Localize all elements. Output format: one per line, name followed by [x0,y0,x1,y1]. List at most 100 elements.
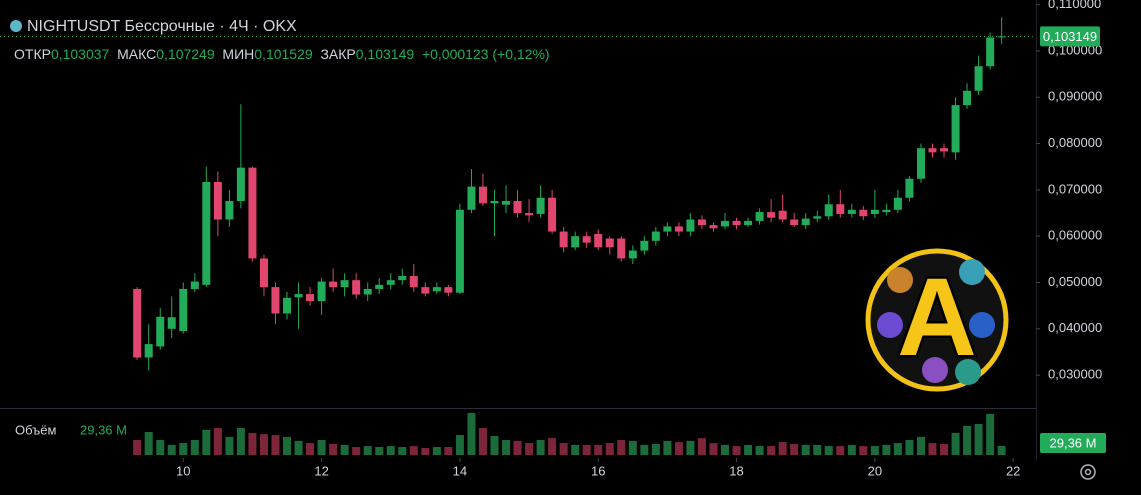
candle-body [248,167,257,259]
candle-body [548,197,557,232]
candle-body [594,233,603,248]
candle-body [294,294,303,298]
price-change: +0,000123 (+0,12%) [421,46,550,62]
x-tick-label: 10 [176,463,190,478]
candle-body [893,197,902,210]
volume-bar [640,444,649,455]
volume-bar [582,444,591,455]
x-tick-label: 14 [453,463,467,478]
candle-body [559,231,568,248]
volume-bar [536,439,545,455]
candle-body [916,148,925,179]
volume-bar [213,428,222,455]
volume-bar [190,439,199,455]
volume-bar [940,443,949,455]
candle-body [271,287,280,314]
volume-bar [813,444,822,455]
candle-body [306,294,315,302]
volume-bar [363,446,372,455]
candle-body [329,281,338,288]
volume-bar [317,439,326,455]
candle-body [236,167,245,201]
volume-bar [306,443,315,455]
watermark-coin [955,359,981,385]
candle-body [259,258,268,288]
candle-body [386,280,395,285]
last-price-label: 0,103149 [1043,29,1097,44]
candle-body [790,219,799,226]
volume-bar [916,436,925,455]
volume-bar [617,439,626,455]
volume-bar [628,440,637,455]
candle-body [525,213,534,216]
candle-body [663,226,672,232]
ohlc-label: ОТКР [14,46,51,62]
candle-body [859,209,868,217]
volume-bar [997,445,1006,455]
watermark-coin [969,312,995,338]
volume-axis-label: 29,36 M [1050,435,1097,450]
candle-body [513,200,522,214]
volume-bar [513,440,522,455]
volume-bar [755,446,764,455]
x-tick-label: 16 [591,463,605,478]
candle-body [317,281,326,302]
candle-body [836,204,845,214]
candle-body [571,236,580,248]
volume-bar [478,428,487,455]
y-tick-label: 0,060000 [1048,228,1102,243]
volume-bar [686,440,695,455]
candle-body [605,238,614,248]
ohlc-label: МАКС [117,46,157,62]
volume-bar [179,443,188,455]
candle-body [928,148,937,153]
candle-body [974,66,983,91]
volume-bar [409,446,418,455]
y-tick-label: 0,090000 [1048,89,1102,104]
volume-bar [167,444,176,455]
candle-body [686,219,695,232]
candle-body [179,288,188,332]
candle-body [674,226,683,232]
candle-body [190,281,199,289]
volume-bar [259,434,268,455]
candle-body [536,197,545,214]
candle-body [363,288,372,295]
y-tick-label: 0,080000 [1048,135,1102,150]
candle-body [651,231,660,241]
volume-bar [778,442,787,455]
volume-bar [386,446,395,455]
ohlc-label: ЗАКР [320,46,356,62]
volume-bar [133,439,142,455]
candle-body [213,182,222,220]
volume-bar [490,435,499,455]
y-tick-label: 0,070000 [1048,181,1102,196]
candle-body [432,287,441,292]
watermark: A [865,248,1009,392]
candle-body [813,216,822,219]
volume-bar [444,447,453,455]
volume-bar [732,446,741,455]
candle-body [455,209,464,293]
candle-body [144,344,153,358]
volume-bar [744,444,753,455]
volume-bar [767,446,776,455]
volume-bar [525,443,534,455]
candle-body [709,225,718,229]
x-tick-label: 18 [729,463,743,478]
volume-label: Объём [15,422,56,437]
candle-body [225,200,234,220]
candle-body [340,280,349,288]
watermark-coin [959,259,985,285]
volume-bar [156,439,165,455]
settings-icon[interactable] [1080,464,1096,480]
volume-bar [801,444,810,455]
candle-body [283,297,292,314]
volume-bar [248,432,257,455]
volume-bar [859,446,868,455]
symbol-title: NIGHTUSDT Бессрочные · 4Ч · OKX [27,18,297,35]
volume-bar [963,425,972,455]
ohlc-value: 0,103149 [355,46,415,62]
volume-bar [847,444,856,455]
